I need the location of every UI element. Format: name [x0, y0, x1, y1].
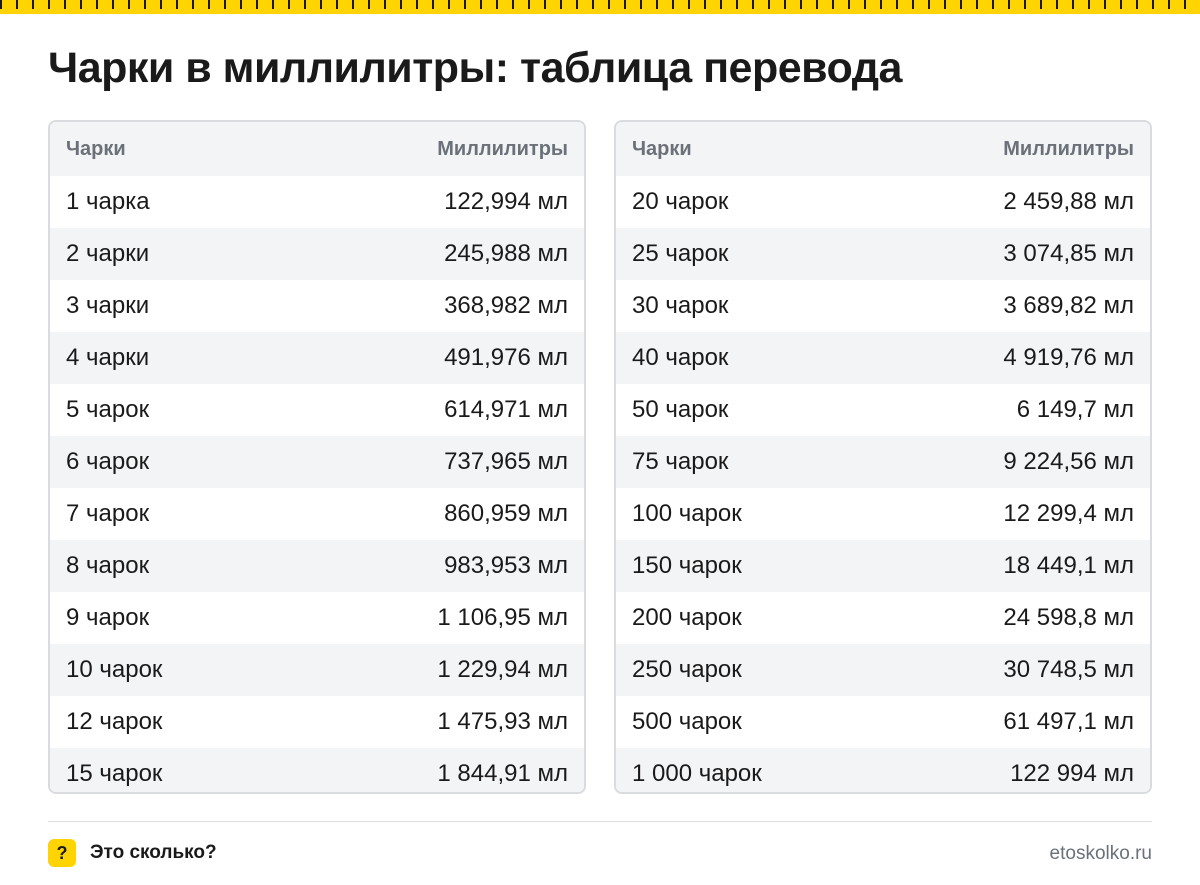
cups-cell: 10 чарок [66, 656, 163, 683]
table-row: 30 чарок 3 689,82 мл [616, 280, 1150, 332]
table-row: 40 чарок 4 919,76 мл [616, 332, 1150, 384]
table-row: 1 чарка 122,994 мл [50, 176, 584, 228]
cups-cell: 250 чарок [632, 656, 742, 683]
ml-cell: 4 919,76 мл [1003, 344, 1134, 371]
cups-cell: 100 чарок [632, 500, 742, 527]
ml-cell: 12 299,4 мл [1003, 500, 1134, 527]
footer-divider [48, 821, 1152, 822]
ml-cell: 6 149,7 мл [1016, 396, 1134, 423]
ml-cell: 122,994 мл [444, 188, 568, 215]
ml-cell: 24 598,8 мл [1003, 604, 1134, 631]
table-row: 15 чарок 1 844,91 мл [50, 748, 584, 792]
table-row: 75 чарок 9 224,56 мл [616, 436, 1150, 488]
ml-cell: 245,988 мл [444, 240, 568, 267]
cups-cell: 25 чарок [632, 240, 729, 267]
table-row: 250 чарок 30 748,5 мл [616, 644, 1150, 696]
cups-cell: 15 чарок [66, 760, 163, 787]
ml-cell: 737,965 мл [444, 448, 568, 475]
column-header-ml: Миллилитры [1003, 137, 1134, 160]
cups-cell: 9 чарок [66, 604, 150, 631]
table-body: 20 чарок 2 459,88 мл 25 чарок 3 074,85 мл … [616, 176, 1150, 792]
column-header-ml: Миллилитры [437, 137, 568, 160]
cups-cell: 1 чарка [66, 188, 150, 215]
table-row: 12 чарок 1 475,93 мл [50, 696, 584, 748]
ml-cell: 860,959 мл [444, 500, 568, 527]
ml-cell: 368,982 мл [444, 292, 568, 319]
table-row: 7 чарок 860,959 мл [50, 488, 584, 540]
table-row: 8 чарок 983,953 мл [50, 540, 584, 592]
table-row: 3 чарки 368,982 мл [50, 280, 584, 332]
table-row: 150 чарок 18 449,1 мл [616, 540, 1150, 592]
ml-cell: 3 074,85 мл [1003, 240, 1134, 267]
cups-cell: 5 чарок [66, 396, 150, 423]
ml-cell: 1 229,94 мл [437, 656, 568, 683]
ruler-border [0, 0, 1200, 14]
ml-cell: 1 475,93 мл [437, 708, 568, 735]
cups-cell: 4 чарки [66, 344, 150, 371]
table-row: 9 чарок 1 106,95 мл [50, 592, 584, 644]
table-body: 1 чарка 122,994 мл 2 чарки 245,988 мл 3 ча… [50, 176, 584, 792]
table-row: 5 чарок 614,971 мл [50, 384, 584, 436]
ml-cell: 9 224,56 мл [1003, 448, 1134, 475]
table-header: Чарки Миллилитры [50, 122, 584, 176]
ml-cell: 1 844,91 мл [437, 760, 568, 787]
cups-cell: 3 чарки [66, 292, 150, 319]
table-row: 25 чарок 3 074,85 мл [616, 228, 1150, 280]
cups-cell: 50 чарок [632, 396, 729, 423]
conversion-table-right: Чарки Миллилитры 20 чарок 2 459,88 мл 25 … [614, 120, 1152, 794]
page-title: Чарки в миллилитры: таблица перевода [48, 44, 902, 92]
table-row: 2 чарки 245,988 мл [50, 228, 584, 280]
brand[interactable]: ? Это сколько? [48, 839, 217, 867]
table-row: 20 чарок 2 459,88 мл [616, 176, 1150, 228]
table-row: 6 чарок 737,965 мл [50, 436, 584, 488]
cups-cell: 500 чарок [632, 708, 742, 735]
column-header-cups: Чарки [632, 137, 692, 160]
table-row: 4 чарки 491,976 мл [50, 332, 584, 384]
cups-cell: 8 чарок [66, 552, 150, 579]
ml-cell: 122 994 мл [1010, 760, 1134, 787]
cups-cell: 2 чарки [66, 240, 150, 267]
table-header: Чарки Миллилитры [616, 122, 1150, 176]
site-link[interactable]: etoskolko.ru [1049, 843, 1152, 864]
table-row: 1 000 чарок 122 994 мл [616, 748, 1150, 792]
conversion-table-left: Чарки Миллилитры 1 чарка 122,994 мл 2 чар… [48, 120, 586, 794]
ml-cell: 18 449,1 мл [1003, 552, 1134, 579]
cups-cell: 20 чарок [632, 188, 729, 215]
cups-cell: 1 000 чарок [632, 760, 762, 787]
cups-cell: 150 чарок [632, 552, 742, 579]
table-row: 50 чарок 6 149,7 мл [616, 384, 1150, 436]
ml-cell: 3 689,82 мл [1003, 292, 1134, 319]
ml-cell: 1 106,95 мл [437, 604, 568, 631]
table-row: 10 чарок 1 229,94 мл [50, 644, 584, 696]
cups-cell: 6 чарок [66, 448, 150, 475]
ml-cell: 2 459,88 мл [1003, 188, 1134, 215]
cups-cell: 200 чарок [632, 604, 742, 631]
brand-name: Это сколько? [90, 842, 217, 863]
table-row: 100 чарок 12 299,4 мл [616, 488, 1150, 540]
ml-cell: 61 497,1 мл [1003, 708, 1134, 735]
cups-cell: 7 чарок [66, 500, 150, 527]
cups-cell: 30 чарок [632, 292, 729, 319]
cups-cell: 40 чарок [632, 344, 729, 371]
table-row: 200 чарок 24 598,8 мл [616, 592, 1150, 644]
ml-cell: 491,976 мл [444, 344, 568, 371]
column-header-cups: Чарки [66, 137, 126, 160]
table-row: 500 чарок 61 497,1 мл [616, 696, 1150, 748]
ml-cell: 983,953 мл [444, 552, 568, 579]
question-mark-icon: ? [48, 839, 76, 867]
cups-cell: 12 чарок [66, 708, 163, 735]
ml-cell: 614,971 мл [444, 396, 568, 423]
ml-cell: 30 748,5 мл [1003, 656, 1134, 683]
cups-cell: 75 чарок [632, 448, 729, 475]
